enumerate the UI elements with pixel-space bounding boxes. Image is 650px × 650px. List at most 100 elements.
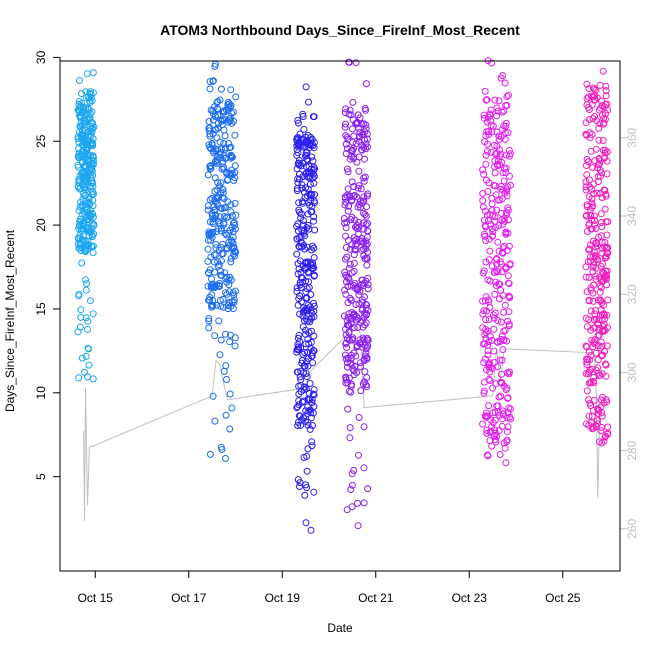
point [603, 231, 611, 239]
point [303, 285, 311, 293]
point [211, 283, 219, 291]
point [355, 414, 363, 421]
y-tick-label: 10 [34, 386, 48, 400]
point [499, 186, 507, 194]
point [360, 239, 368, 247]
point [301, 349, 309, 356]
point [355, 218, 363, 226]
point [310, 179, 318, 187]
point [350, 251, 358, 259]
point [356, 287, 364, 295]
point [497, 318, 505, 326]
point [585, 176, 593, 184]
point [487, 416, 495, 424]
chart-title: ATOM3 Northbound Days_Since_FireInf_Most… [160, 22, 520, 38]
point [346, 424, 354, 432]
point [596, 438, 603, 446]
point [294, 227, 302, 235]
point [89, 190, 97, 198]
point [351, 237, 359, 245]
point [483, 96, 491, 104]
point [217, 85, 225, 93]
point [497, 150, 505, 158]
point [293, 165, 301, 173]
point [503, 187, 511, 195]
point [363, 334, 371, 342]
point [361, 211, 369, 218]
point [497, 392, 505, 400]
point [484, 113, 492, 121]
point [479, 297, 487, 305]
point [341, 286, 349, 294]
point [310, 307, 318, 315]
point [357, 387, 365, 395]
point [480, 307, 488, 315]
point [486, 359, 494, 367]
point [584, 93, 592, 101]
point [598, 352, 606, 360]
point [363, 135, 371, 143]
point [82, 352, 90, 360]
point [499, 346, 507, 354]
point [352, 140, 360, 148]
point [75, 138, 83, 146]
point [592, 255, 600, 263]
point [304, 243, 311, 251]
point [226, 274, 234, 281]
point [296, 373, 304, 381]
point [503, 337, 510, 345]
point [229, 108, 237, 116]
point [495, 295, 503, 303]
point [585, 116, 593, 123]
point [207, 284, 215, 291]
point [305, 199, 313, 207]
point [74, 235, 82, 243]
point [218, 272, 226, 279]
point [503, 209, 511, 217]
point [601, 433, 609, 441]
point [596, 81, 604, 89]
point [604, 324, 612, 332]
point [504, 317, 512, 325]
point [583, 288, 591, 296]
y-tick-label: 15 [34, 302, 48, 316]
point [226, 331, 234, 339]
point [293, 185, 301, 193]
cluster-2 [204, 60, 240, 462]
point [482, 329, 490, 336]
point [484, 140, 491, 148]
point [310, 302, 318, 310]
point [227, 258, 235, 266]
point [216, 296, 224, 304]
point [306, 315, 314, 323]
point [589, 164, 597, 172]
point [507, 415, 514, 423]
point [489, 232, 496, 240]
point [84, 325, 91, 333]
point [364, 190, 372, 198]
point [306, 425, 314, 433]
point [217, 336, 225, 344]
point [350, 183, 358, 190]
point [582, 212, 590, 220]
point [83, 280, 90, 288]
point [216, 182, 223, 190]
point [499, 169, 507, 177]
point [230, 243, 238, 251]
point [208, 303, 216, 311]
point [493, 128, 501, 136]
point [293, 134, 301, 142]
point [362, 381, 370, 389]
point [342, 271, 350, 279]
point [295, 331, 303, 339]
point [294, 422, 302, 429]
point [357, 197, 364, 205]
point [587, 147, 595, 155]
point [600, 310, 608, 318]
point [583, 203, 591, 211]
point [479, 197, 487, 205]
point [498, 356, 506, 364]
point [483, 211, 491, 219]
point [482, 151, 490, 159]
point [224, 301, 232, 309]
